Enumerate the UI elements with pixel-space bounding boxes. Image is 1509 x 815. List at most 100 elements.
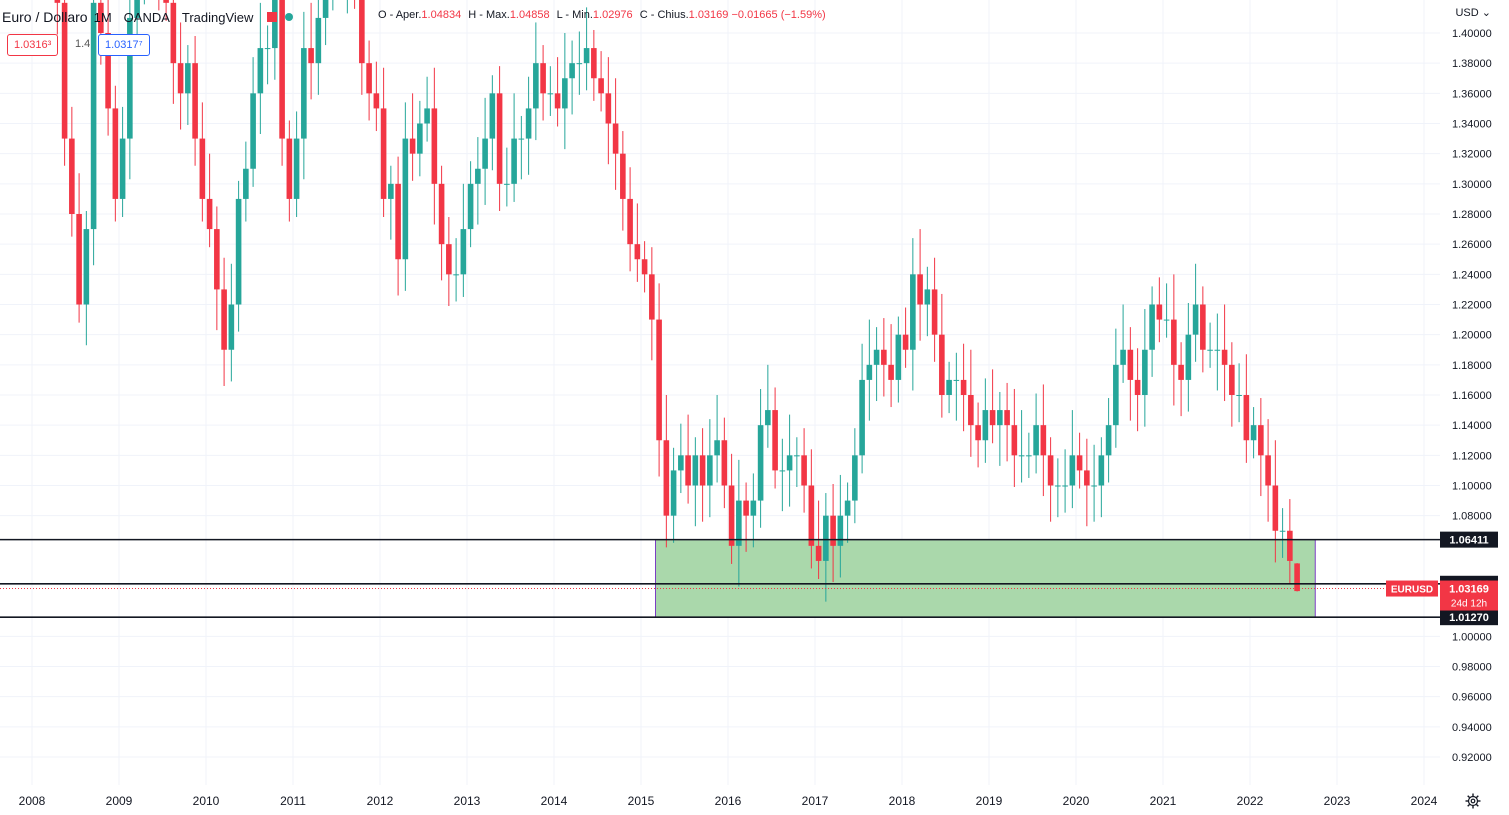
x-tick-label: 2019 — [976, 794, 1003, 808]
low-value: 1.02976 — [592, 9, 633, 21]
candle-body — [1221, 349, 1228, 365]
candle-body — [373, 93, 380, 109]
candle-body — [1214, 349, 1221, 351]
candle-body — [1026, 455, 1032, 457]
candle-body — [721, 440, 728, 486]
candle-body — [221, 289, 227, 350]
candle-body — [772, 410, 778, 471]
candle-body — [250, 93, 256, 169]
candle-body — [1018, 455, 1025, 457]
candle-body — [1004, 410, 1010, 426]
candle-body — [467, 183, 474, 230]
chevron-down-icon: ⌄ — [1481, 7, 1491, 19]
chart-legend: Euro / Dollaro 1M OANDA TradingView O - … — [0, 6, 826, 28]
candle-body — [1062, 485, 1068, 487]
candle-body — [794, 455, 800, 457]
candle-body — [264, 48, 271, 50]
y-tick-label: 1.24000 — [1452, 269, 1492, 281]
symbol-badge — [1386, 580, 1438, 597]
candle-body — [1243, 395, 1250, 441]
candle-body — [192, 63, 198, 139]
currency-label: USD — [1455, 7, 1479, 19]
candle-body — [837, 515, 844, 546]
candle-body — [953, 379, 960, 381]
y-tick-label: 1.34000 — [1452, 119, 1492, 131]
high-value: 1.04858 — [509, 9, 550, 21]
candle-body — [83, 229, 90, 305]
candle-body — [641, 259, 648, 275]
candle-body — [170, 2, 177, 64]
candle-body — [1192, 304, 1199, 335]
currency-selector[interactable]: USD ⌄ — [1455, 6, 1491, 19]
symbol-name[interactable]: Euro / Dollaro — [2, 9, 88, 25]
candle-body — [968, 395, 974, 426]
level-badge — [1440, 531, 1498, 548]
candle-body — [301, 48, 307, 139]
x-tick-label: 2010 — [193, 794, 220, 808]
x-tick-label: 2008 — [19, 794, 46, 808]
candle-body — [1076, 455, 1083, 471]
candle-body — [272, 0, 278, 49]
y-tick-label: 0.94000 — [1452, 722, 1492, 734]
candle-body — [1105, 425, 1112, 456]
candle-body — [1229, 364, 1235, 395]
candle-body — [1047, 455, 1054, 486]
y-tick-label: 1.30000 — [1452, 179, 1492, 191]
candle-body — [366, 63, 372, 94]
candle-body — [612, 123, 619, 154]
candle-body — [1156, 304, 1163, 320]
candle-body — [1178, 364, 1184, 380]
candle-body — [888, 364, 894, 380]
buy-button[interactable]: 1.0317⁷ — [98, 34, 150, 56]
candle-body — [489, 93, 496, 139]
candle-body — [1163, 319, 1170, 321]
candle-body — [750, 500, 757, 516]
candle-body — [1294, 563, 1300, 592]
y-tick-label: 1.28000 — [1452, 209, 1492, 221]
candle-body — [779, 470, 786, 472]
candle-body — [206, 198, 213, 230]
x-tick-label: 2009 — [106, 794, 133, 808]
candle-body — [1236, 395, 1242, 396]
candle-body — [859, 379, 865, 456]
candle-body — [322, 0, 329, 18]
candle-body — [895, 334, 902, 380]
candle-body — [460, 229, 467, 275]
candle-body — [359, 0, 365, 64]
flag-icon[interactable] — [267, 12, 278, 22]
candle-body — [496, 93, 503, 184]
low-label: L - Min. — [556, 9, 593, 21]
candle-body — [431, 108, 438, 184]
candle-body — [736, 500, 742, 546]
x-tick-label: 2024 — [1411, 794, 1438, 808]
candle-body — [257, 48, 264, 94]
candle-body — [917, 274, 923, 305]
y-tick-label: 0.96000 — [1452, 692, 1492, 704]
sell-button[interactable]: 1.0316³ — [7, 34, 59, 56]
candle-body — [634, 244, 641, 260]
interval-label[interactable]: 1M — [93, 9, 112, 25]
candle-body — [1258, 425, 1264, 456]
candle-body — [475, 168, 481, 184]
ohlc-readout: O - Aper.1.04834 H - Max.1.04858 L - Min… — [378, 9, 826, 21]
x-tick-label: 2020 — [1063, 794, 1090, 808]
x-tick-label: 2011 — [280, 794, 306, 808]
support-zone — [655, 539, 1316, 618]
candle-body — [873, 349, 880, 365]
candle-body — [127, 17, 133, 139]
candle-body — [163, 0, 169, 3]
candle-body — [982, 410, 989, 441]
candle-body — [438, 183, 445, 245]
candle-body — [1084, 470, 1090, 486]
gear-icon[interactable] — [1465, 793, 1481, 809]
x-tick-label: 2018 — [889, 794, 916, 808]
candle-body — [511, 138, 517, 184]
candle-body — [293, 138, 300, 199]
candle-body — [656, 319, 662, 441]
candle-body — [1272, 485, 1279, 531]
candle-body — [1149, 304, 1155, 350]
candle-body — [1120, 349, 1126, 365]
candle-body — [808, 485, 815, 546]
candle-body — [1113, 364, 1119, 426]
